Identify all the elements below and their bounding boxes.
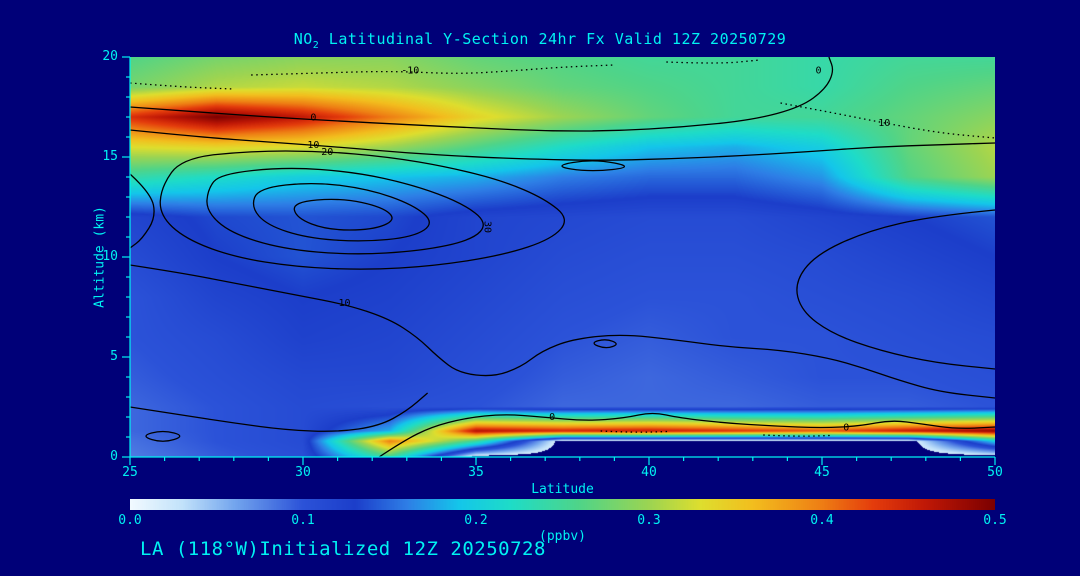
colorbar-tick-label: 0.0 <box>118 513 142 528</box>
x-tick-label: 45 <box>814 465 830 480</box>
y-tick-label: 20 <box>102 49 118 64</box>
x-tick-label: 50 <box>987 465 1003 480</box>
colorbar-tick-label: 0.2 <box>464 513 488 528</box>
x-tick-label: 30 <box>295 465 311 480</box>
plot-title-prefix: NO <box>293 30 313 48</box>
contour-label: 0 <box>843 423 849 434</box>
y-tick-label: 5 <box>110 349 118 364</box>
contour-line <box>206 167 484 255</box>
colorbar-tick-label: 0.5 <box>983 513 1007 528</box>
contour-line <box>252 182 430 242</box>
x-tick-label: 25 <box>122 465 138 480</box>
contour-label: 20 <box>321 147 333 158</box>
contour-line <box>129 173 155 249</box>
y-tick-label: 0 <box>110 449 118 464</box>
contour-label: -10 <box>401 66 419 77</box>
colorbar-tick-label: 0.4 <box>810 513 834 528</box>
y-tick-label: 15 <box>102 149 118 164</box>
contour-label: 10 <box>338 298 350 309</box>
contour-line <box>796 209 996 370</box>
contour-line <box>780 102 996 139</box>
plot-title-subscript: 2 <box>312 40 320 51</box>
plot-title: NO2 Latitudinal Y-Section 24hr Fx Valid … <box>0 30 1080 51</box>
contour-line <box>251 64 615 76</box>
contour-line <box>159 150 565 270</box>
contour-label: 10 <box>307 140 319 151</box>
x-tick-label: 35 <box>468 465 484 480</box>
contour-line <box>129 392 429 432</box>
axes <box>122 56 996 465</box>
colorbar-unit-label: (ppbv) <box>539 529 586 544</box>
contour-label: 0 <box>310 113 316 124</box>
contour-line <box>666 59 760 64</box>
heatmap-field <box>130 57 995 457</box>
y-tick-label: 10 <box>102 249 118 264</box>
contour-line <box>145 430 181 442</box>
contour-line <box>561 160 626 172</box>
contour-line <box>129 264 996 399</box>
plot-title-rest: Latitudinal Y-Section 24hr Fx Valid 12Z … <box>319 30 787 48</box>
contour-label: 0 <box>549 412 555 423</box>
contour-line <box>129 82 234 90</box>
colorbar-tick-label: 0.3 <box>637 513 661 528</box>
contour-label: 10 <box>878 118 890 129</box>
colorbar-tick-label: 0.1 <box>291 513 315 528</box>
contour-label: 0 <box>816 66 822 77</box>
colorbar <box>130 499 995 510</box>
contour-line <box>378 412 996 458</box>
x-tick-label: 40 <box>641 465 657 480</box>
x-axis-title: Latitude <box>531 482 594 497</box>
contour-line <box>129 56 834 132</box>
contour-line <box>763 434 833 437</box>
contour-line <box>593 339 617 349</box>
contour-label: 30 <box>482 221 493 233</box>
contour-line <box>129 129 996 161</box>
contour-line <box>600 430 670 433</box>
init-info-text: LA (118°W)Initialized 12Z 20250728 <box>140 538 546 560</box>
contour-line <box>293 198 393 231</box>
